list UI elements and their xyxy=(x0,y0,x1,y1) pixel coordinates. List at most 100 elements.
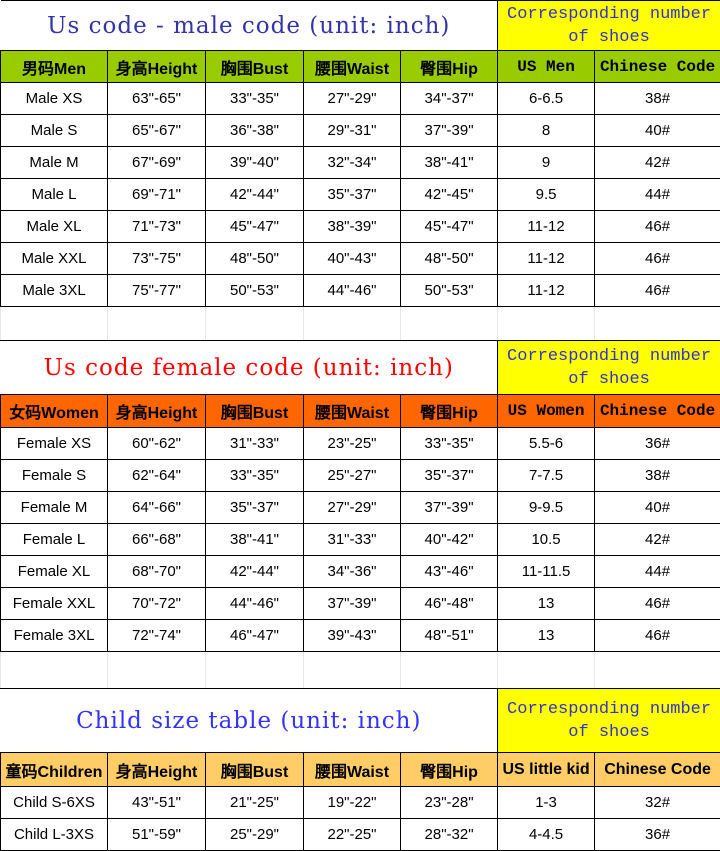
table-cell: 72"-74" xyxy=(108,620,206,652)
table-cell: 31"-33" xyxy=(206,428,304,460)
table-cell: 36"-38" xyxy=(206,115,304,147)
table-cell: 48"-50" xyxy=(206,243,304,275)
table-cell: 37"-39" xyxy=(304,588,401,620)
table-cell: 7-7.5 xyxy=(498,460,595,492)
table-cell: 73"-75" xyxy=(108,243,206,275)
table-cell: 43"-46" xyxy=(401,556,498,588)
table-cell: 28"-32" xyxy=(401,819,498,851)
empty-cell xyxy=(1,307,108,341)
table-cell: 29"-31" xyxy=(304,115,401,147)
table-cell: 63"-65" xyxy=(108,83,206,115)
table-cell: Child L-3XS xyxy=(1,819,108,851)
column-header: 胸围Bust xyxy=(206,51,304,83)
column-header: 身高Height xyxy=(108,753,206,787)
column-header: 腰围Waist xyxy=(304,395,401,428)
table-cell: Male S xyxy=(1,115,108,147)
male-shoe-title: Corresponding number of shoes xyxy=(498,1,720,51)
table-cell: 1-3 xyxy=(498,787,595,819)
table-cell: 22"-25" xyxy=(304,819,401,851)
table-cell: 46# xyxy=(595,275,720,307)
empty-cell xyxy=(401,652,498,689)
table-cell: 60"-62" xyxy=(108,428,206,460)
table-cell: 40"-43" xyxy=(304,243,401,275)
table-cell: 43"-51" xyxy=(108,787,206,819)
table-cell: 34"-37" xyxy=(401,83,498,115)
table-cell: 21"-25" xyxy=(206,787,304,819)
empty-cell xyxy=(108,652,206,689)
empty-cell xyxy=(206,307,304,341)
table-cell: 19"-22" xyxy=(304,787,401,819)
table-cell: Male 3XL xyxy=(1,275,108,307)
empty-cell xyxy=(304,307,401,341)
empty-cell xyxy=(595,307,720,341)
table-cell: 39"-43" xyxy=(304,620,401,652)
empty-cell xyxy=(498,652,595,689)
male-title-row: Us code - male code (unit: inch)Correspo… xyxy=(1,1,720,51)
table-cell: 67"-69" xyxy=(108,147,206,179)
table-cell: 11-11.5 xyxy=(498,556,595,588)
table-cell: 38"-41" xyxy=(206,524,304,556)
table-cell: 38"-39" xyxy=(304,211,401,243)
table-cell: 51"-59" xyxy=(108,819,206,851)
empty-cell xyxy=(304,652,401,689)
table-cell: 33"-35" xyxy=(401,428,498,460)
table-cell: 42# xyxy=(595,147,720,179)
column-header: Chinese Code xyxy=(595,395,720,428)
table-cell: 45"-47" xyxy=(206,211,304,243)
table-cell: 44"-46" xyxy=(206,588,304,620)
table-cell: 9-9.5 xyxy=(498,492,595,524)
table-cell: Female L xyxy=(1,524,108,556)
table-cell: 75"-77" xyxy=(108,275,206,307)
table-cell: 65"-67" xyxy=(108,115,206,147)
female-shoe-title: Corresponding number of shoes xyxy=(498,341,720,395)
table-cell: Male L xyxy=(1,179,108,211)
column-header: 臀围Hip xyxy=(401,753,498,787)
table-cell: 35"-37" xyxy=(304,179,401,211)
table-cell: 64"-66" xyxy=(108,492,206,524)
column-header: 男码Men xyxy=(1,51,108,83)
column-header: 胸围Bust xyxy=(206,753,304,787)
table-cell: Female M xyxy=(1,492,108,524)
table-cell: 9 xyxy=(498,147,595,179)
column-header: US little kid xyxy=(498,753,595,787)
empty-cell xyxy=(498,307,595,341)
table-cell: 5.5-6 xyxy=(498,428,595,460)
table-cell: 27"-29" xyxy=(304,492,401,524)
table-cell: 38# xyxy=(595,83,720,115)
column-header: Chinese Code xyxy=(595,51,720,83)
table-cell: 36# xyxy=(595,819,720,851)
table-cell: Female XXL xyxy=(1,588,108,620)
table-cell: 40# xyxy=(595,115,720,147)
table-cell: 66"-68" xyxy=(108,524,206,556)
table-cell: Child S-6XS xyxy=(1,787,108,819)
table-cell: 46# xyxy=(595,588,720,620)
spacer-row xyxy=(1,307,720,341)
table-cell: 32"-34" xyxy=(304,147,401,179)
table-cell: 42"-44" xyxy=(206,179,304,211)
table-cell: 27"-29" xyxy=(304,83,401,115)
table-cell: 10.5 xyxy=(498,524,595,556)
table-cell: 34"-36" xyxy=(304,556,401,588)
table-cell: 39"-40" xyxy=(206,147,304,179)
table-cell: 11-12 xyxy=(498,243,595,275)
table-cell: 46"-47" xyxy=(206,620,304,652)
child-shoe-title: Corresponding number of shoes xyxy=(498,689,720,753)
table-cell: 36# xyxy=(595,428,720,460)
table-cell: Female XL xyxy=(1,556,108,588)
table-cell: Male XS xyxy=(1,83,108,115)
column-header: 臀围Hip xyxy=(401,51,498,83)
table-cell: 48"-51" xyxy=(401,620,498,652)
table-cell: 23"-28" xyxy=(401,787,498,819)
table-cell: 44"-46" xyxy=(304,275,401,307)
table-cell: 46"-48" xyxy=(401,588,498,620)
table-cell: 33"-35" xyxy=(206,460,304,492)
table-cell: 38"-41" xyxy=(401,147,498,179)
column-header: 女码Women xyxy=(1,395,108,428)
table-cell: 31"-33" xyxy=(304,524,401,556)
